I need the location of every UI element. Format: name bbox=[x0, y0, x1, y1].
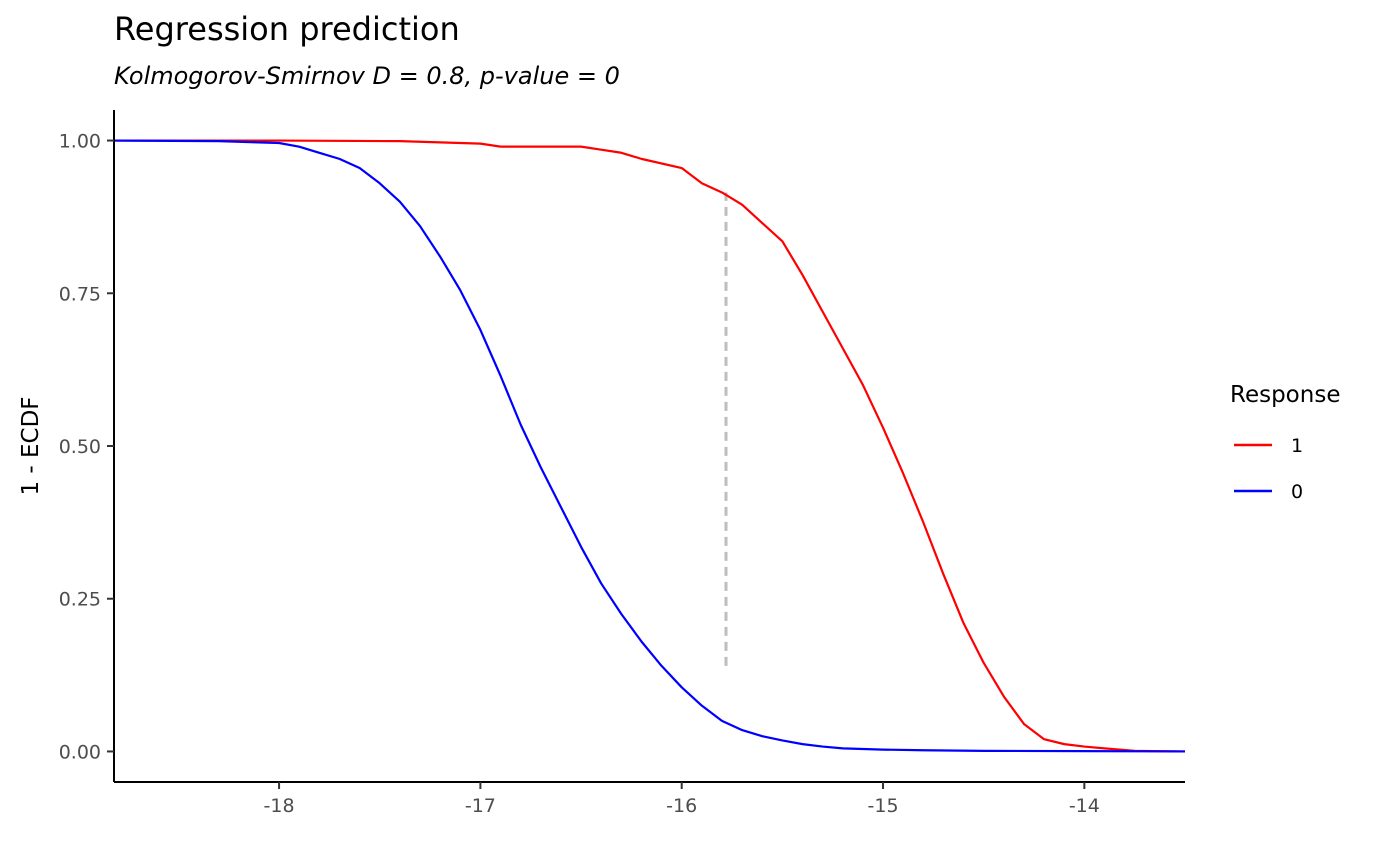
series-line-0 bbox=[113, 139, 1186, 753]
y-axis-title: 1 - ECDF bbox=[18, 396, 44, 495]
x-tick-label: -14 bbox=[1069, 795, 1100, 817]
y-tick-label: 0.50 bbox=[59, 436, 101, 458]
y-tick-label: 0.25 bbox=[59, 589, 101, 611]
series-line-1 bbox=[114, 139, 1186, 753]
legend: Response 1 0 bbox=[1230, 382, 1340, 503]
x-tick-label: -16 bbox=[666, 795, 697, 817]
legend-label-0: 0 bbox=[1291, 481, 1303, 503]
x-tick-label: -18 bbox=[264, 795, 295, 817]
chart-subtitle: Kolmogorov-Smirnov D = 0.8, p-value = 0 bbox=[114, 62, 620, 90]
legend-title: Response bbox=[1230, 382, 1340, 408]
y-tick-label: 0.75 bbox=[59, 283, 101, 305]
x-tick-label: -17 bbox=[465, 795, 496, 817]
legend-label-1: 1 bbox=[1291, 435, 1303, 457]
axes: 0.00 0.25 0.50 0.75 1.00 -18 -17 -16 -15 -14 bbox=[59, 110, 1185, 817]
y-tick-label: 0.00 bbox=[59, 741, 101, 763]
x-tick-label: -15 bbox=[868, 795, 899, 817]
plot-area bbox=[113, 139, 1186, 753]
y-tick-label: 1.00 bbox=[59, 131, 101, 153]
chart-title: Regression prediction bbox=[114, 10, 460, 48]
